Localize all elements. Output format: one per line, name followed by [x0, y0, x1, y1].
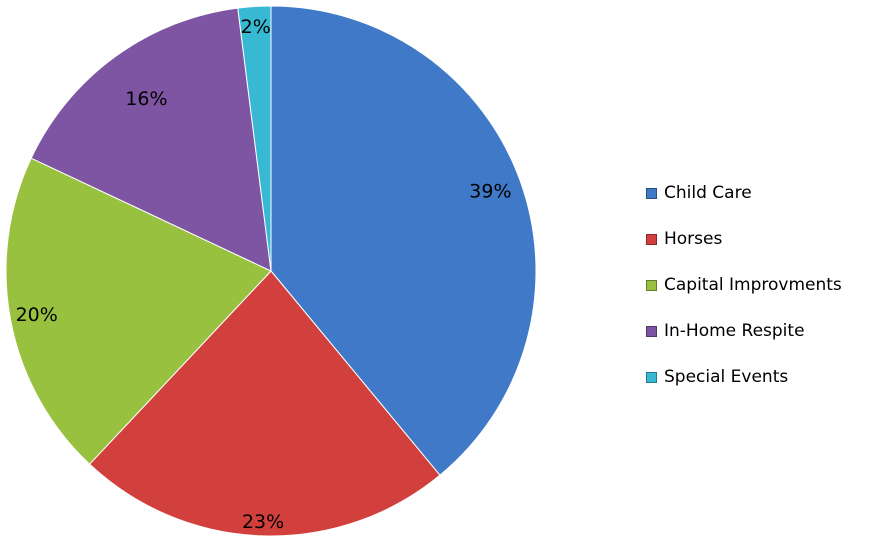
legend-swatch [646, 187, 657, 199]
legend-label: Special Events [664, 367, 789, 387]
chart-legend: Child Care Horses Capital Improvments In-Ho… [646, 170, 842, 400]
legend-swatch [646, 371, 657, 383]
legend-item-capital-improvments: Capital Improvments [646, 262, 842, 308]
data-label-special-events: 2% [241, 16, 271, 38]
data-label-in-home-respite: 16% [125, 88, 167, 110]
legend-label: Capital Improvments [664, 275, 842, 295]
data-label-horses: 23% [242, 511, 284, 533]
pie-slice-in-home-respite [30, 7, 272, 272]
legend-label: Horses [664, 229, 723, 249]
pie-slice-capital-improvments [5, 157, 272, 465]
legend-item-special-events: Special Events [646, 354, 842, 400]
legend-label: In-Home Respite [664, 321, 805, 341]
data-label-capital-improvments: 20% [16, 304, 58, 326]
pie-slice-child-care [270, 5, 537, 476]
pie-slice-horses [89, 270, 441, 537]
legend-item-child-care: Child Care [646, 170, 842, 216]
pie-slice-special-events [237, 5, 272, 272]
legend-swatch [646, 325, 657, 337]
legend-item-horses: Horses [646, 216, 842, 262]
pie-data-labels: 39% 23% 20% 16% 2% [16, 16, 512, 533]
legend-swatch [646, 279, 657, 291]
legend-item-in-home-respite: In-Home Respite [646, 308, 842, 354]
data-label-child-care: 39% [469, 181, 511, 203]
pie-slices [5, 5, 537, 537]
legend-swatch [646, 233, 657, 245]
legend-label: Child Care [664, 183, 752, 203]
